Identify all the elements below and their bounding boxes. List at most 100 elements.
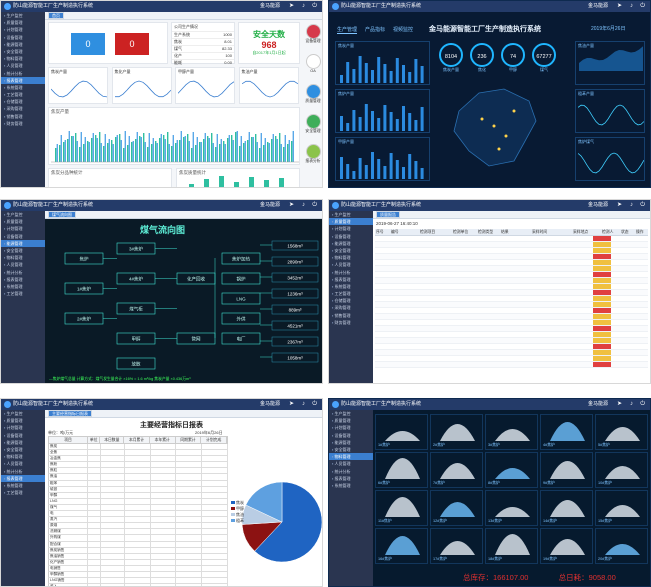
sidebar-item[interactable]: 人员管理: [329, 460, 373, 467]
sidebar-item[interactable]: 生产监控: [1, 410, 45, 417]
sidebar-item[interactable]: 仓储管理: [329, 297, 373, 304]
sidebar-item[interactable]: 工艺管理: [329, 290, 373, 297]
sidebar-item[interactable]: 质量管理: [1, 218, 45, 225]
sidebar-item[interactable]: 系统管理: [1, 283, 45, 290]
sidebar-item[interactable]: 报表管理: [329, 276, 373, 283]
power-icon[interactable]: ⏻: [640, 401, 645, 407]
sidebar-item[interactable]: 能源管理: [329, 240, 373, 247]
sidebar-item[interactable]: 采购管理: [329, 304, 373, 311]
sidebar-item[interactable]: 系统管理: [1, 84, 45, 91]
bell-icon[interactable]: ♪: [630, 202, 633, 208]
sidebar-item[interactable]: 人员管理: [329, 261, 373, 268]
bell-icon[interactable]: ♪: [630, 3, 633, 9]
sidebar-item[interactable]: 物料管理: [1, 254, 45, 261]
sidebar-item[interactable]: 财务管理: [1, 120, 45, 127]
sidebar-item[interactable]: 安全管理: [1, 48, 45, 55]
sidebar-item[interactable]: 报表管理: [1, 474, 45, 482]
send-icon[interactable]: ➤: [288, 3, 294, 9]
sidebar-item[interactable]: 安全管理: [329, 446, 373, 453]
sidebar-item[interactable]: 计划管理: [1, 26, 45, 33]
sidebar-item[interactable]: 生产监控: [1, 12, 45, 19]
sidebar-item[interactable]: 设备管理: [1, 432, 45, 439]
sidebar-item[interactable]: 统计分析: [1, 468, 45, 475]
send-icon[interactable]: ➤: [616, 3, 622, 9]
sidebar-item[interactable]: 报表管理: [329, 475, 373, 482]
sidebar-item[interactable]: 人员管理: [1, 460, 45, 467]
power-icon[interactable]: ⏻: [640, 202, 645, 208]
user-name[interactable]: 金马能源: [587, 202, 608, 208]
send-icon[interactable]: ➤: [288, 202, 294, 208]
power-icon[interactable]: ⏻: [312, 3, 317, 9]
tab-home[interactable]: 首页: [48, 12, 64, 19]
app-shortcut[interactable]: 质量管理: [303, 84, 322, 104]
sidebar-item[interactable]: 系统管理: [1, 482, 45, 489]
user-name[interactable]: 金马能源: [259, 202, 280, 208]
sidebar-item[interactable]: 安全管理: [1, 446, 45, 453]
sidebar-item[interactable]: 设备管理: [329, 233, 373, 240]
sidebar-item[interactable]: 统计分析: [329, 269, 373, 276]
sidebar-item[interactable]: 安全管理: [329, 247, 373, 254]
sidebar-item[interactable]: 统计分析: [329, 468, 373, 475]
sidebar-item[interactable]: 设备管理: [1, 233, 45, 240]
send-icon[interactable]: ➤: [288, 401, 294, 407]
sidebar-item[interactable]: 计划管理: [1, 424, 45, 431]
sidebar-item[interactable]: 工艺管理: [1, 290, 45, 297]
sidebar-item[interactable]: 财务管理: [329, 319, 373, 326]
sidebar-item[interactable]: 工艺管理: [1, 489, 45, 496]
sidebar-item[interactable]: 系统管理: [329, 482, 373, 489]
sidebar-item[interactable]: 设备管理: [329, 432, 373, 439]
sidebar-item[interactable]: 质量管理: [329, 218, 373, 226]
bell-icon[interactable]: ♪: [630, 401, 633, 407]
user-name[interactable]: 金马能源: [259, 401, 280, 407]
sidebar-item[interactable]: 质量管理: [1, 417, 45, 424]
app-shortcut[interactable]: 安全管理: [303, 114, 322, 134]
send-icon[interactable]: ➤: [616, 202, 622, 208]
dash-nav-item[interactable]: 产品指标: [365, 27, 386, 33]
sidebar-item[interactable]: 工艺管理: [1, 91, 45, 98]
sidebar-item[interactable]: 质量管理: [1, 19, 45, 26]
sidebar-item[interactable]: 销售管理: [1, 113, 45, 120]
dash-nav-item[interactable]: 视频监控: [393, 27, 414, 33]
bell-icon[interactable]: ♪: [302, 3, 305, 9]
sidebar-item[interactable]: 物料管理: [1, 55, 45, 62]
sidebar-item[interactable]: 计划管理: [329, 424, 373, 431]
sidebar-item[interactable]: 系统管理: [329, 283, 373, 290]
bell-icon[interactable]: ♪: [302, 202, 305, 208]
app-shortcut[interactable]: 设备管理: [303, 24, 322, 44]
sidebar-item[interactable]: 计划管理: [329, 225, 373, 232]
sidebar-item[interactable]: 统计分析: [1, 70, 45, 77]
power-icon[interactable]: ⏻: [312, 401, 317, 407]
sidebar-item[interactable]: 销售管理: [329, 312, 373, 319]
sidebar-item[interactable]: 物料管理: [1, 453, 45, 460]
sidebar-item[interactable]: 生产监控: [329, 410, 373, 417]
sidebar-item[interactable]: 采购管理: [1, 105, 45, 112]
sidebar-item[interactable]: 人员管理: [1, 62, 45, 69]
sidebar-item[interactable]: 质量管理: [329, 417, 373, 424]
bell-icon[interactable]: ♪: [302, 401, 305, 407]
sidebar-item[interactable]: 生产监控: [1, 211, 45, 218]
sidebar-item[interactable]: 统计分析: [1, 269, 45, 276]
tab-report[interactable]: 主要经营指标日报表: [48, 410, 92, 417]
tab-quality[interactable]: 质量报告: [376, 211, 400, 218]
sidebar-item[interactable]: 计划管理: [1, 225, 45, 232]
sidebar-item[interactable]: 能源管理: [329, 439, 373, 446]
sidebar-item[interactable]: 物料管理: [329, 453, 373, 461]
sidebar-item[interactable]: 安全管理: [1, 247, 45, 254]
sidebar-item[interactable]: 仓储管理: [1, 98, 45, 105]
sidebar-item[interactable]: 设备管理: [1, 34, 45, 41]
user-name[interactable]: 金马能源: [587, 3, 608, 9]
user-name[interactable]: 金马能源: [259, 3, 280, 9]
sidebar-item[interactable]: 能源管理: [1, 439, 45, 446]
user-name[interactable]: 金马能源: [587, 401, 608, 407]
sidebar-item[interactable]: 人员管理: [1, 261, 45, 268]
sidebar-item[interactable]: 生产监控: [329, 211, 373, 218]
dash-nav-item[interactable]: 生产管理: [337, 27, 358, 34]
power-icon[interactable]: ⏻: [312, 202, 317, 208]
power-icon[interactable]: ⏻: [640, 3, 645, 9]
sidebar-item[interactable]: 报表管理: [1, 76, 45, 84]
sidebar-item[interactable]: 能源管理: [1, 41, 45, 48]
sidebar-item[interactable]: 物料管理: [329, 254, 373, 261]
sidebar-item[interactable]: 能源管理: [1, 239, 45, 247]
sidebar-item[interactable]: 报表管理: [1, 276, 45, 283]
send-icon[interactable]: ➤: [616, 401, 622, 407]
